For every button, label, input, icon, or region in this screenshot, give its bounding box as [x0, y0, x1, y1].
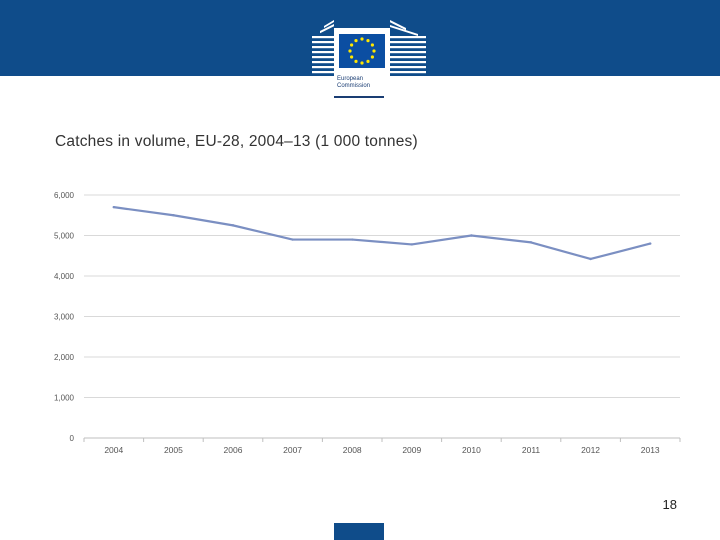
- y-tick-label: 1,000: [54, 394, 75, 403]
- data-point: [172, 214, 175, 217]
- data-point: [589, 257, 592, 261]
- data-point: [529, 241, 533, 244]
- logo-line-1: European: [337, 76, 364, 82]
- data-point: [231, 224, 235, 227]
- data-point: [351, 238, 354, 241]
- data-point: [291, 238, 294, 241]
- logo-line-2: Commission: [337, 83, 371, 89]
- x-tick-label: 2008: [343, 445, 362, 455]
- line-chart: 0 1,000 2,000 3,000 4,000 5,000 6,000 2004 2005 2…: [54, 191, 681, 455]
- x-tick-label: 2010: [462, 445, 481, 455]
- y-tick-label: 6,000: [54, 191, 75, 200]
- data-point: [112, 205, 116, 209]
- data-point: [470, 234, 473, 237]
- page-number: 18: [662, 497, 677, 512]
- x-tick-label: 2004: [104, 445, 123, 455]
- x-tick-label: 2006: [224, 445, 243, 455]
- european-commission-logo: European Commission: [306, 14, 434, 100]
- logo-label: European Commission: [337, 76, 387, 90]
- y-tick-label: 5,000: [54, 232, 75, 241]
- x-tick-label: 2012: [581, 445, 600, 455]
- series-line: [112, 206, 652, 261]
- y-tick-label: 0: [70, 434, 75, 443]
- x-tick-label: 2011: [522, 445, 541, 455]
- y-tick-label: 4,000: [54, 272, 75, 281]
- x-tick-label: 2005: [164, 445, 183, 455]
- data-point: [410, 243, 413, 246]
- x-tick-label: 2007: [283, 445, 302, 455]
- y-tick-label: 2,000: [54, 353, 75, 362]
- commission-building-icon: [312, 20, 426, 100]
- chart-title: Catches in volume, EU-28, 2004–13 (1 000…: [55, 133, 418, 150]
- footer-tab: [334, 523, 384, 540]
- data-point: [649, 242, 652, 245]
- x-tick-label: 2009: [402, 445, 421, 455]
- x-tick-label: 2013: [641, 445, 660, 455]
- y-tick-label: 3,000: [54, 313, 75, 322]
